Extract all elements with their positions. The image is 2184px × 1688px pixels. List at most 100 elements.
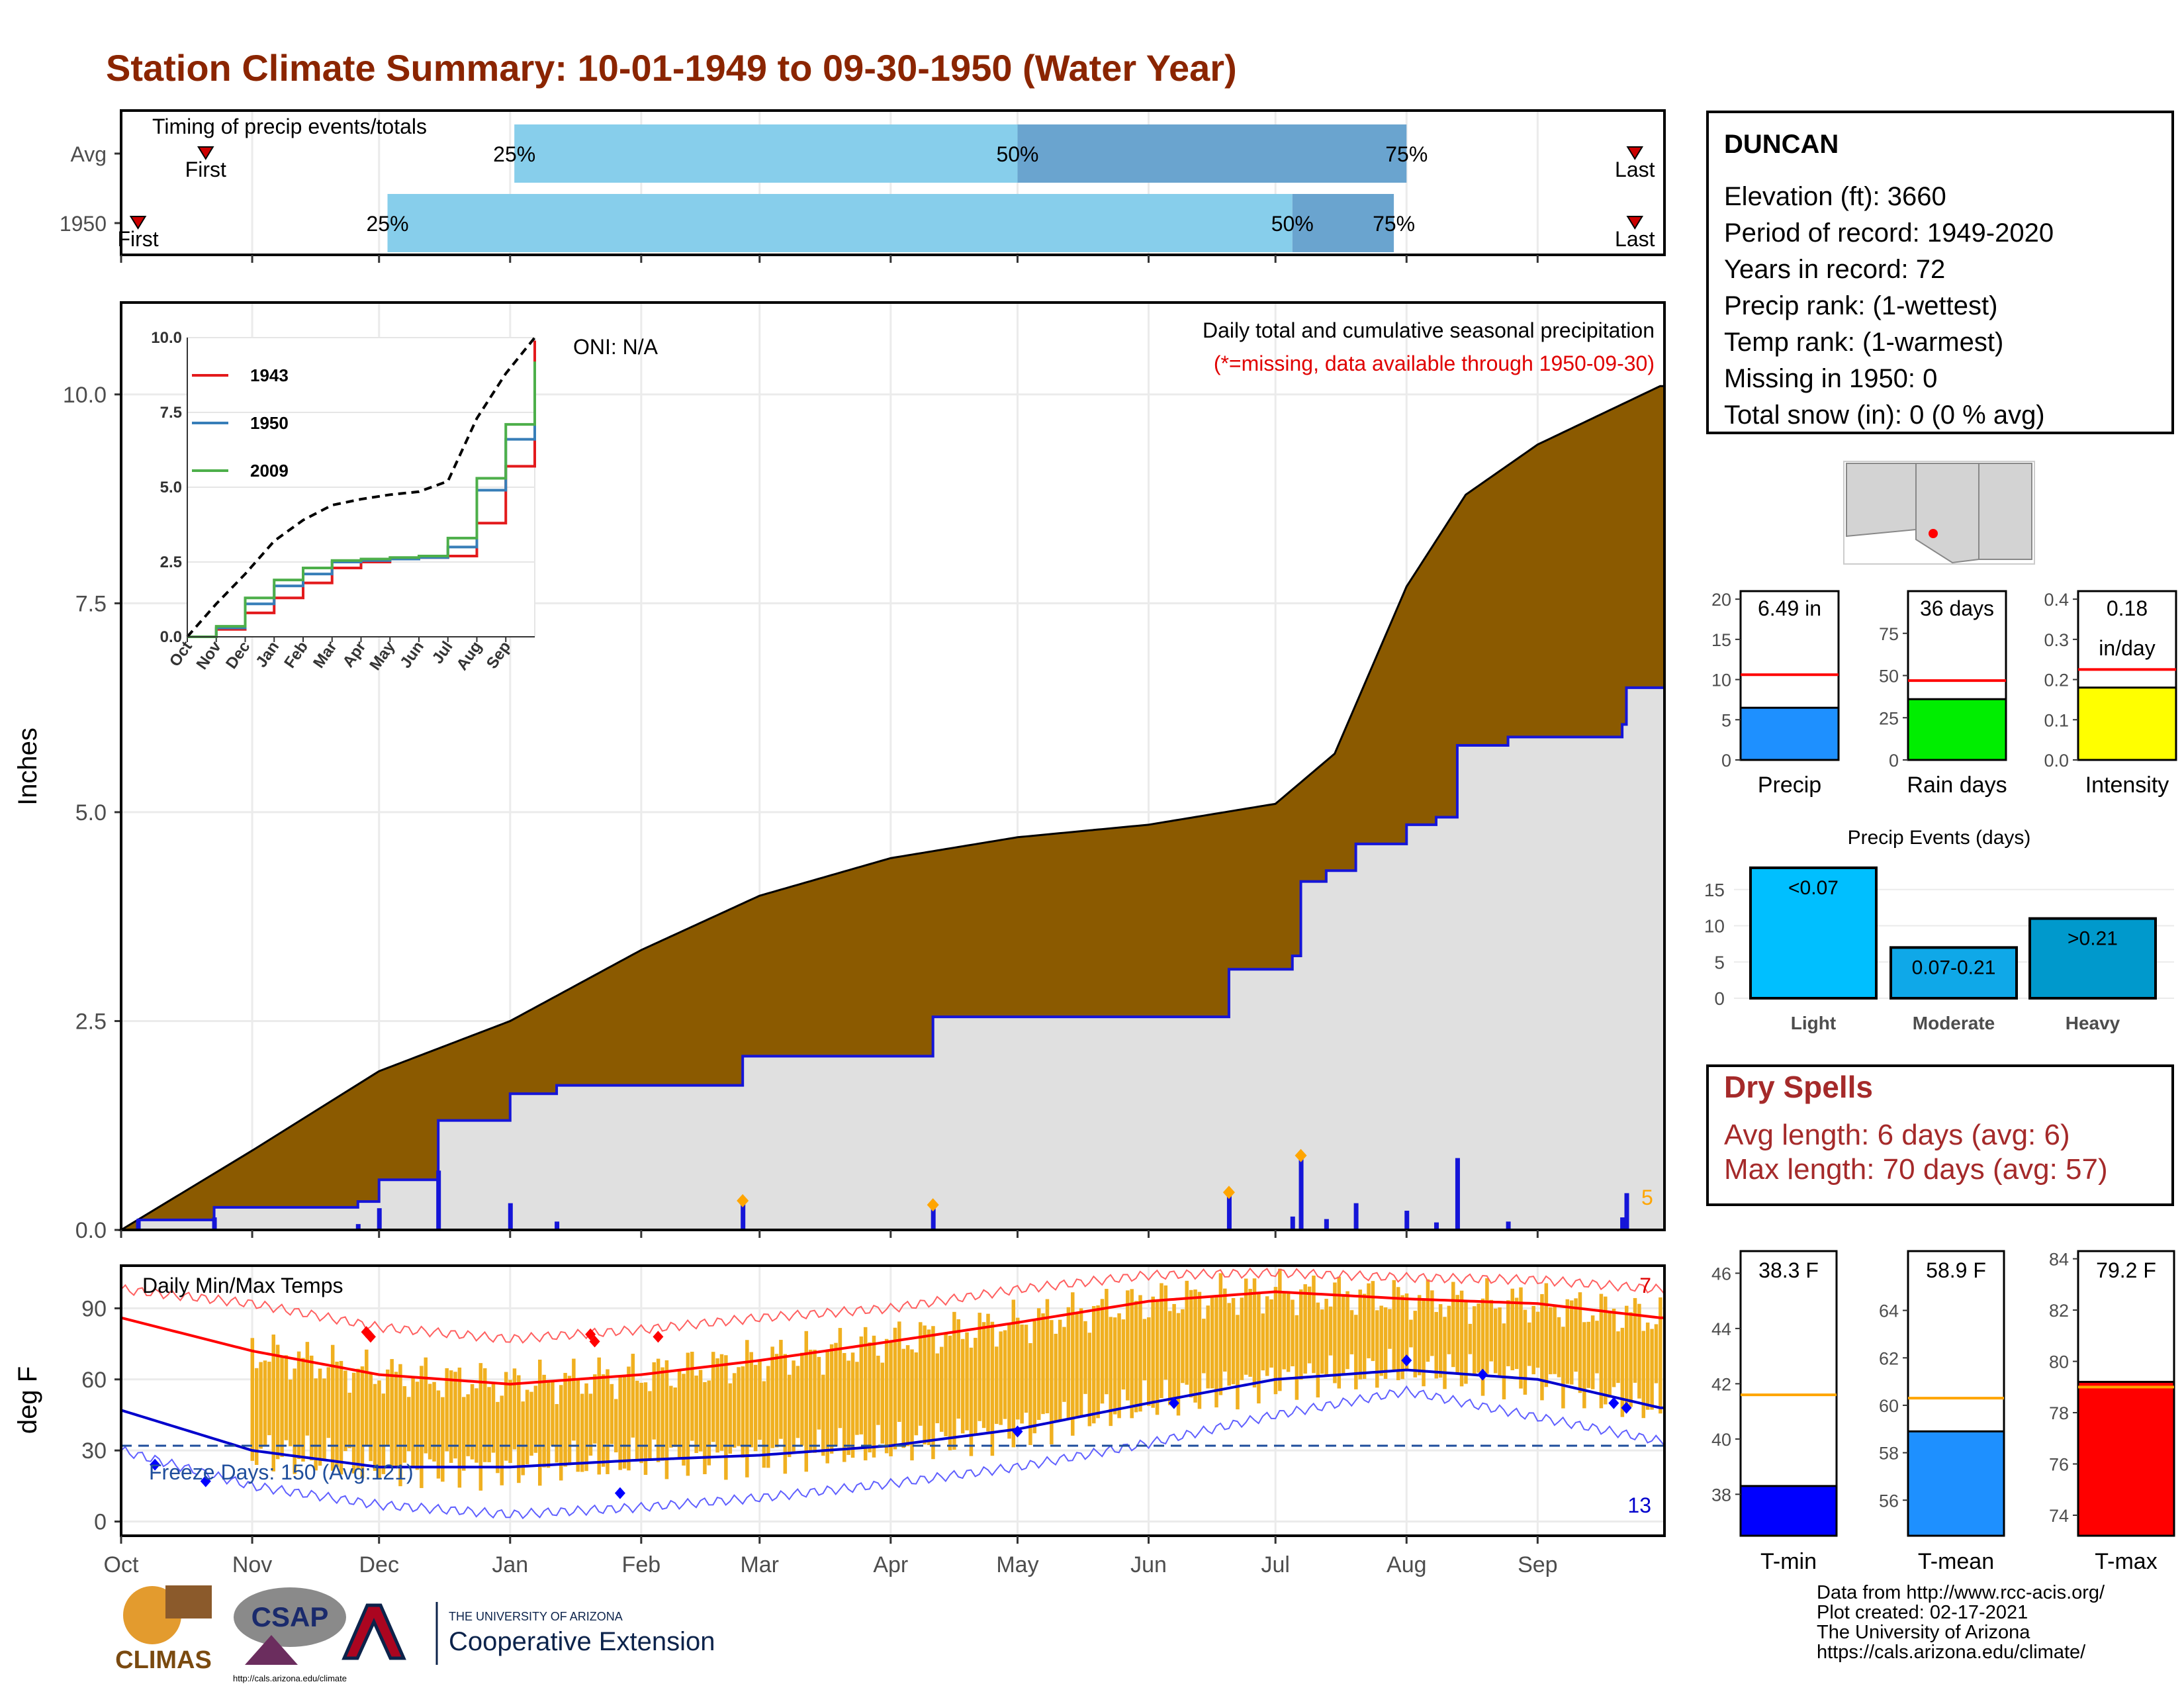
daily-temp-bar — [1362, 1293, 1367, 1380]
temp-bar-y-tick-label: 46 — [1711, 1264, 1731, 1284]
footer-data-source: Data from http://www.rcc-acis.org/ — [1817, 1582, 2105, 1603]
daily-temp-bar — [850, 1352, 855, 1458]
mini-bar-y-tick-label: 15 — [1711, 630, 1731, 650]
daily-temp-bar — [1645, 1322, 1650, 1410]
daily-temp-bar — [314, 1378, 318, 1471]
daily-temp-bar — [1409, 1319, 1413, 1348]
daily-temp-bar — [1282, 1291, 1286, 1370]
daily-temp-bar — [343, 1370, 347, 1452]
daily-temp-bar — [457, 1367, 462, 1488]
daily-precip-bar — [931, 1205, 936, 1230]
heavy-event-diamond — [927, 1198, 939, 1212]
event-bar-label: <0.07 — [1788, 877, 1839, 899]
daily-temp-bar — [1244, 1278, 1248, 1375]
daily-temp-bar — [889, 1342, 893, 1457]
daily-precip-bar — [1433, 1222, 1439, 1230]
daily-temp-bar — [1054, 1333, 1058, 1422]
month-x-label: May — [996, 1552, 1038, 1577]
daily-temp-bar — [1455, 1295, 1459, 1375]
daily-precip-bar — [741, 1200, 746, 1230]
daily-temp-bar — [1320, 1309, 1324, 1374]
daily-precip-bar — [508, 1203, 513, 1230]
daily-temp-bar — [1231, 1297, 1236, 1385]
precip-y-tick-label: 0.0 — [75, 1218, 107, 1243]
daily-temp-bar — [1020, 1324, 1024, 1424]
map-state-new-mexico — [1978, 463, 2032, 560]
daily-temp-bar — [737, 1367, 741, 1446]
csap-logo-cloud — [234, 1587, 346, 1647]
daily-temp-bar — [1637, 1303, 1641, 1399]
daily-temp-bar — [542, 1374, 546, 1468]
daily-temp-bar — [1514, 1297, 1519, 1370]
daily-temp-bar — [1464, 1300, 1468, 1384]
daily-temp-bar — [741, 1366, 745, 1458]
daily-precip-bar — [212, 1217, 217, 1230]
daily-temp-bar — [381, 1393, 386, 1474]
daily-temp-bar — [707, 1380, 711, 1466]
mini-bar-value-unit: in/day — [2099, 636, 2155, 660]
month-x-label: Mar — [740, 1552, 779, 1577]
daily-temp-bar — [572, 1358, 576, 1441]
daily-temp-bar — [504, 1372, 508, 1461]
daily-temp-bar — [1341, 1295, 1345, 1376]
timing-bar-50-75 — [1292, 194, 1394, 252]
timing-p50-label: 50% — [996, 142, 1038, 166]
mini-bar-y-tick-label: 0.3 — [2044, 630, 2069, 650]
daily-temp-bar — [1388, 1309, 1392, 1349]
daily-temp-bar — [1291, 1299, 1295, 1367]
event-bar-label: 0.07-0.21 — [1912, 957, 1996, 978]
daily-temp-bar — [1121, 1319, 1126, 1390]
daily-temp-bar — [1075, 1312, 1079, 1417]
daily-temp-bar — [758, 1361, 762, 1440]
daily-temp-bar — [1527, 1322, 1531, 1366]
daily-temp-bar — [622, 1375, 627, 1469]
daily-temp-bar — [326, 1367, 331, 1438]
daily-temp-bar — [1354, 1315, 1358, 1389]
mini-bar-label: Intensity — [2085, 773, 2169, 798]
daily-temp-bar — [1197, 1291, 1202, 1409]
daily-temp-bar — [1544, 1283, 1549, 1387]
daily-temp-bar — [1218, 1273, 1223, 1395]
daily-temp-bar — [901, 1348, 905, 1448]
footer-url: https://cals.arizona.edu/climate/ — [1817, 1642, 2086, 1663]
daily-temp-bar — [1181, 1309, 1185, 1383]
daily-temp-bar — [1202, 1319, 1206, 1374]
daily-temp-bar — [1130, 1289, 1134, 1419]
heavy-event-diamond — [1295, 1149, 1307, 1162]
station-snow: Total snow (in): 0 (0 % avg) — [1724, 400, 2045, 430]
daily-temp-bar — [703, 1382, 707, 1475]
daily-temp-bar — [914, 1352, 919, 1436]
daily-temp-bar — [271, 1335, 276, 1472]
ua-small-text: THE UNIVERSITY OF ARIZONA — [449, 1610, 623, 1623]
mini-bar-value-label: 36 days — [1920, 596, 1994, 620]
daily-temp-bar — [855, 1362, 859, 1435]
daily-temp-bar — [1379, 1305, 1383, 1376]
daily-temp-bar — [1286, 1293, 1291, 1372]
daily-temp-bar — [960, 1338, 965, 1434]
daily-temp-bar — [1058, 1319, 1062, 1421]
daily-temp-bar — [1265, 1296, 1269, 1376]
month-x-label: Apr — [873, 1552, 908, 1577]
daily-temp-bar — [529, 1391, 533, 1456]
daily-temp-bar — [694, 1376, 698, 1454]
daily-temp-bar — [728, 1383, 733, 1454]
mini-bar-value — [2077, 686, 2177, 761]
temp-bar-value-label: 38.3 F — [1758, 1258, 1819, 1282]
daily-temp-bar — [939, 1346, 944, 1432]
daily-temp-bar — [322, 1378, 326, 1459]
daily-temp-bar — [1189, 1289, 1193, 1398]
temp-bar-y-tick-label: 74 — [2049, 1506, 2069, 1526]
mini-bar-y-tick-label: 0.0 — [2044, 751, 2069, 771]
daily-temp-bar — [1071, 1292, 1075, 1436]
daily-temp-bar — [1540, 1293, 1544, 1401]
daily-temp-bar — [648, 1391, 652, 1460]
daily-temp-bar — [808, 1349, 813, 1452]
daily-precip-bar — [1624, 1193, 1629, 1230]
daily-temp-bar — [834, 1342, 838, 1447]
temp-bar-label: T-min — [1760, 1549, 1817, 1574]
daily-temp-bar — [643, 1382, 648, 1476]
daily-temp-bar — [1654, 1324, 1659, 1383]
daily-temp-bar — [1502, 1323, 1506, 1399]
daily-temp-bar — [296, 1351, 301, 1460]
